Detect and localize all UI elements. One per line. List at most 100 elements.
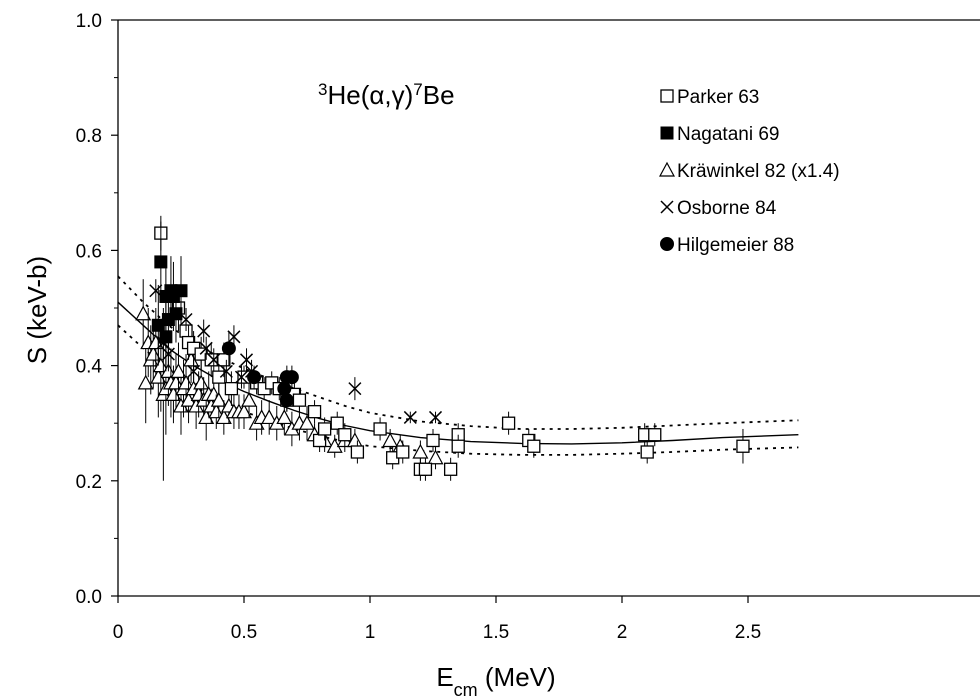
legend-item: Hilgemeier 88	[660, 235, 794, 256]
data-point	[426, 433, 440, 448]
data-point	[210, 391, 227, 407]
data-point	[317, 422, 332, 436]
legend-marker	[660, 200, 674, 214]
data-point	[174, 284, 188, 298]
data-point	[235, 403, 253, 419]
legend-marker	[660, 126, 674, 140]
series-open-square	[154, 215, 750, 481]
data-point	[348, 382, 362, 396]
data-point	[145, 345, 162, 361]
data-point	[373, 422, 387, 436]
legend-item: Parker 63	[660, 87, 759, 108]
x-tick-label: 0.5	[231, 622, 257, 643]
data-point	[193, 374, 210, 390]
y-axis-title: S (keV-b)	[22, 256, 52, 364]
data-point	[239, 353, 254, 367]
data-point	[261, 409, 278, 425]
data-point	[277, 381, 292, 396]
data-point	[451, 439, 465, 453]
axes	[111, 19, 980, 603]
x-axis-title-part: cm	[454, 680, 478, 698]
data-point	[169, 307, 183, 321]
data-point	[219, 364, 233, 378]
y-tick-label: 0.2	[76, 472, 102, 493]
data-point	[241, 391, 258, 407]
legend-marker	[660, 237, 674, 251]
data-point	[227, 330, 241, 344]
data-point	[204, 353, 218, 367]
x-tick-label: 2	[617, 622, 628, 643]
data-point	[178, 374, 195, 390]
legend-item: Kräwinkel 82 (x1.4)	[658, 161, 840, 182]
data-point	[648, 428, 662, 442]
data-point	[527, 439, 541, 453]
reaction-label-part: 7	[413, 80, 422, 99]
data-point	[135, 305, 152, 321]
legend-marker	[660, 89, 674, 103]
y-tick-label: 0.0	[76, 587, 102, 608]
legend-marker	[658, 161, 676, 177]
series-filled-circle	[221, 331, 299, 412]
reaction-label-part: 3	[318, 80, 327, 99]
legend-label: Nagatani 69	[677, 124, 779, 145]
data-point	[167, 374, 184, 390]
x-tick-label: 1.5	[483, 622, 509, 643]
data-point	[338, 428, 352, 442]
reaction-label: 3He(α,γ)7Be	[318, 80, 455, 111]
data-point	[350, 445, 365, 459]
data-point	[382, 432, 399, 448]
x-axis-title-part: (MeV)	[478, 662, 556, 692]
reaction-label-part: Be	[423, 80, 455, 110]
data-point	[396, 445, 410, 459]
x-axis-title: Ecm (MeV)	[436, 662, 555, 698]
data-point	[212, 370, 226, 384]
data-point	[170, 363, 187, 378]
tick-labels: 0.0 0.2 0.4 0.6 0.8 1.0 0 0.5 1 1.5 2 2.5	[76, 11, 762, 643]
data-point	[403, 410, 417, 424]
y-tick-label: 0.6	[76, 241, 102, 262]
fit-curve-dotted	[117, 275, 799, 430]
legend-item: Osborne 84	[660, 198, 777, 219]
data-point	[292, 393, 307, 407]
data-point	[159, 330, 173, 344]
legend-label: Osborne 84	[677, 198, 777, 219]
data-point	[330, 416, 344, 430]
data-point	[427, 449, 444, 465]
data-point	[307, 405, 322, 419]
data-point	[224, 381, 239, 396]
legend-label: Kräwinkel 82 (x1.4)	[677, 161, 840, 182]
data-point	[199, 341, 213, 355]
data-point	[152, 357, 169, 373]
data-point	[247, 370, 262, 385]
series-filled-square	[151, 221, 188, 372]
data-point	[312, 433, 327, 448]
series-open-triangle	[135, 279, 444, 481]
data-point	[234, 370, 249, 384]
data-point	[276, 409, 293, 425]
data-point	[279, 393, 294, 408]
data-point	[298, 414, 316, 430]
reaction-label-part: He(α,γ)	[327, 80, 413, 110]
legend-label: Hilgemeier 88	[677, 235, 794, 256]
data-point	[154, 255, 168, 269]
legend: Parker 63 Nagatani 69 Kräwinkel 82 (x1.4) O…	[658, 87, 840, 256]
data-point	[640, 445, 654, 459]
data-point	[147, 334, 164, 350]
y-tick-label: 0.8	[76, 126, 102, 147]
x-axis-title-part: E	[436, 662, 453, 692]
y-tick-label: 1.0	[76, 11, 102, 32]
data-point	[428, 410, 443, 424]
data-point	[736, 439, 750, 453]
data-point	[217, 353, 231, 367]
data-point	[221, 341, 236, 356]
legend-item: Nagatani 69	[660, 124, 779, 145]
data-point	[208, 403, 225, 419]
y-tick-label: 0.4	[76, 357, 103, 378]
data-point	[501, 416, 516, 430]
data-point	[207, 353, 221, 367]
data-point	[137, 374, 154, 390]
x-tick-label: 2.5	[735, 622, 761, 643]
x-tick-label: 1	[365, 622, 376, 643]
data-point	[284, 370, 299, 385]
